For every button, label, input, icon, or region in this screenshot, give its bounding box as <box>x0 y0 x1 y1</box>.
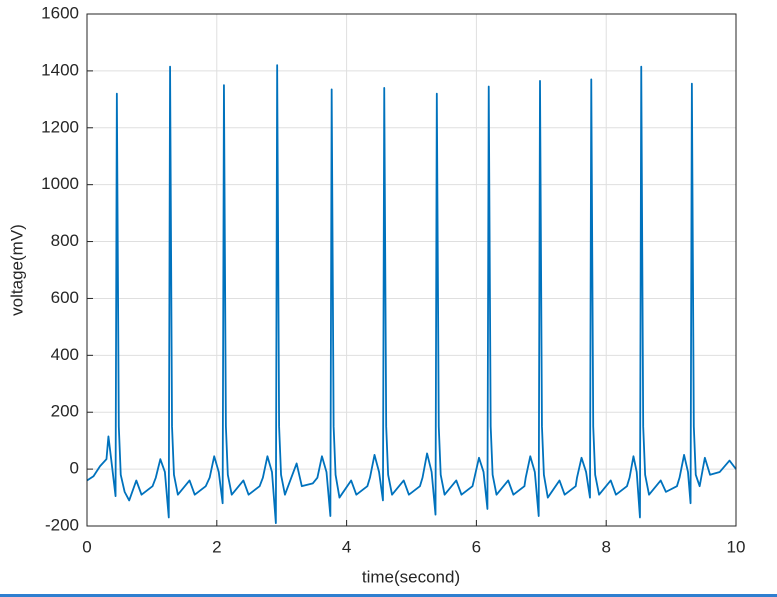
x-tick-label: 4 <box>342 537 351 556</box>
y-axis-label: voltage(mV) <box>7 224 26 316</box>
y-tick-label: 400 <box>51 345 79 364</box>
y-tick-label: 1400 <box>41 60 79 79</box>
y-tick-label: 1000 <box>41 174 79 193</box>
y-tick-label: 0 <box>70 459 79 478</box>
bottom-border <box>0 594 777 597</box>
x-tick-label: 8 <box>601 537 610 556</box>
y-tick-label: 200 <box>51 402 79 421</box>
plot-layer <box>86 64 737 525</box>
y-tick-label: -200 <box>45 515 79 534</box>
y-tick-label: 1600 <box>41 3 79 22</box>
x-tick-label: 10 <box>727 537 746 556</box>
y-tick-label: 1200 <box>41 117 79 136</box>
series-line <box>86 64 737 525</box>
x-tick-label: 2 <box>212 537 221 556</box>
x-axis-label: time(second) <box>362 567 460 586</box>
y-tick-label: 600 <box>51 288 79 307</box>
axes-box <box>86 13 737 527</box>
y-tick-label: 800 <box>51 231 79 250</box>
x-tick-label: 0 <box>82 537 91 556</box>
x-tick-label: 6 <box>472 537 481 556</box>
